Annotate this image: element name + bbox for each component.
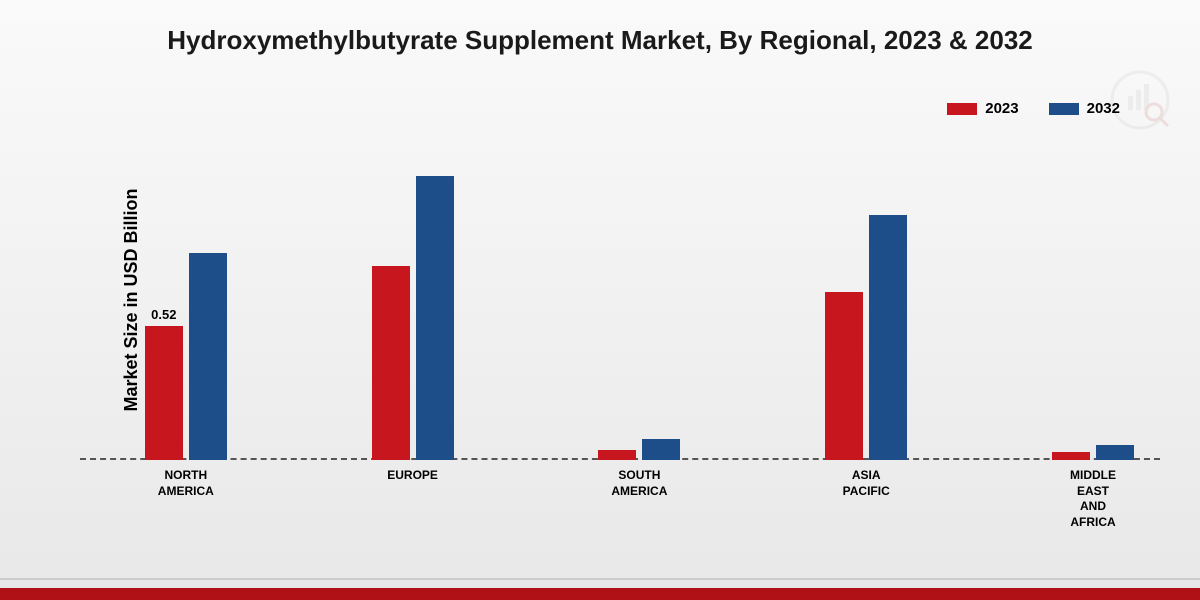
- legend-label-2032: 2032: [1087, 100, 1120, 117]
- bar-group: MIDDLE EAST AND AFRICA: [1052, 445, 1134, 461]
- legend-swatch-2032: [1049, 103, 1079, 115]
- bar-2023: [598, 450, 636, 460]
- category-label: MIDDLE EAST AND AFRICA: [1070, 468, 1116, 530]
- bar-2023: 0.52: [145, 326, 183, 460]
- bar-2032: [416, 176, 454, 460]
- bar-group: SOUTH AMERICA: [598, 439, 680, 460]
- bar-2023: [825, 292, 863, 460]
- bar-group: ASIA PACIFIC: [825, 215, 907, 460]
- bar-group: 0.52NORTH AMERICA: [145, 253, 227, 460]
- legend-swatch-2023: [947, 103, 977, 115]
- plot-area: 0.52NORTH AMERICA EUROPE SOUTH AMERICA ASIA…: [80, 150, 1160, 460]
- bar-2023: [372, 266, 410, 460]
- footer-bar: [0, 588, 1200, 600]
- legend-item-2032: 2032: [1049, 100, 1120, 117]
- category-label: EUROPE: [387, 468, 438, 484]
- category-label: NORTH AMERICA: [158, 468, 214, 499]
- legend-item-2023: 2023: [947, 100, 1018, 117]
- bar-2032: [189, 253, 227, 460]
- chart-title: Hydroxymethylbutyrate Supplement Market,…: [0, 25, 1200, 56]
- legend: 2023 2032: [947, 100, 1120, 117]
- category-label: ASIA PACIFIC: [843, 468, 890, 499]
- legend-label-2023: 2023: [985, 100, 1018, 117]
- bar-2032: [1096, 445, 1134, 461]
- bar-2023: [1052, 452, 1090, 460]
- bar-value-label: 0.52: [151, 307, 176, 322]
- footer-divider: [0, 578, 1200, 580]
- bar-group: EUROPE: [372, 176, 454, 460]
- bar-2032: [869, 215, 907, 460]
- category-label: SOUTH AMERICA: [611, 468, 667, 499]
- bar-2032: [642, 439, 680, 460]
